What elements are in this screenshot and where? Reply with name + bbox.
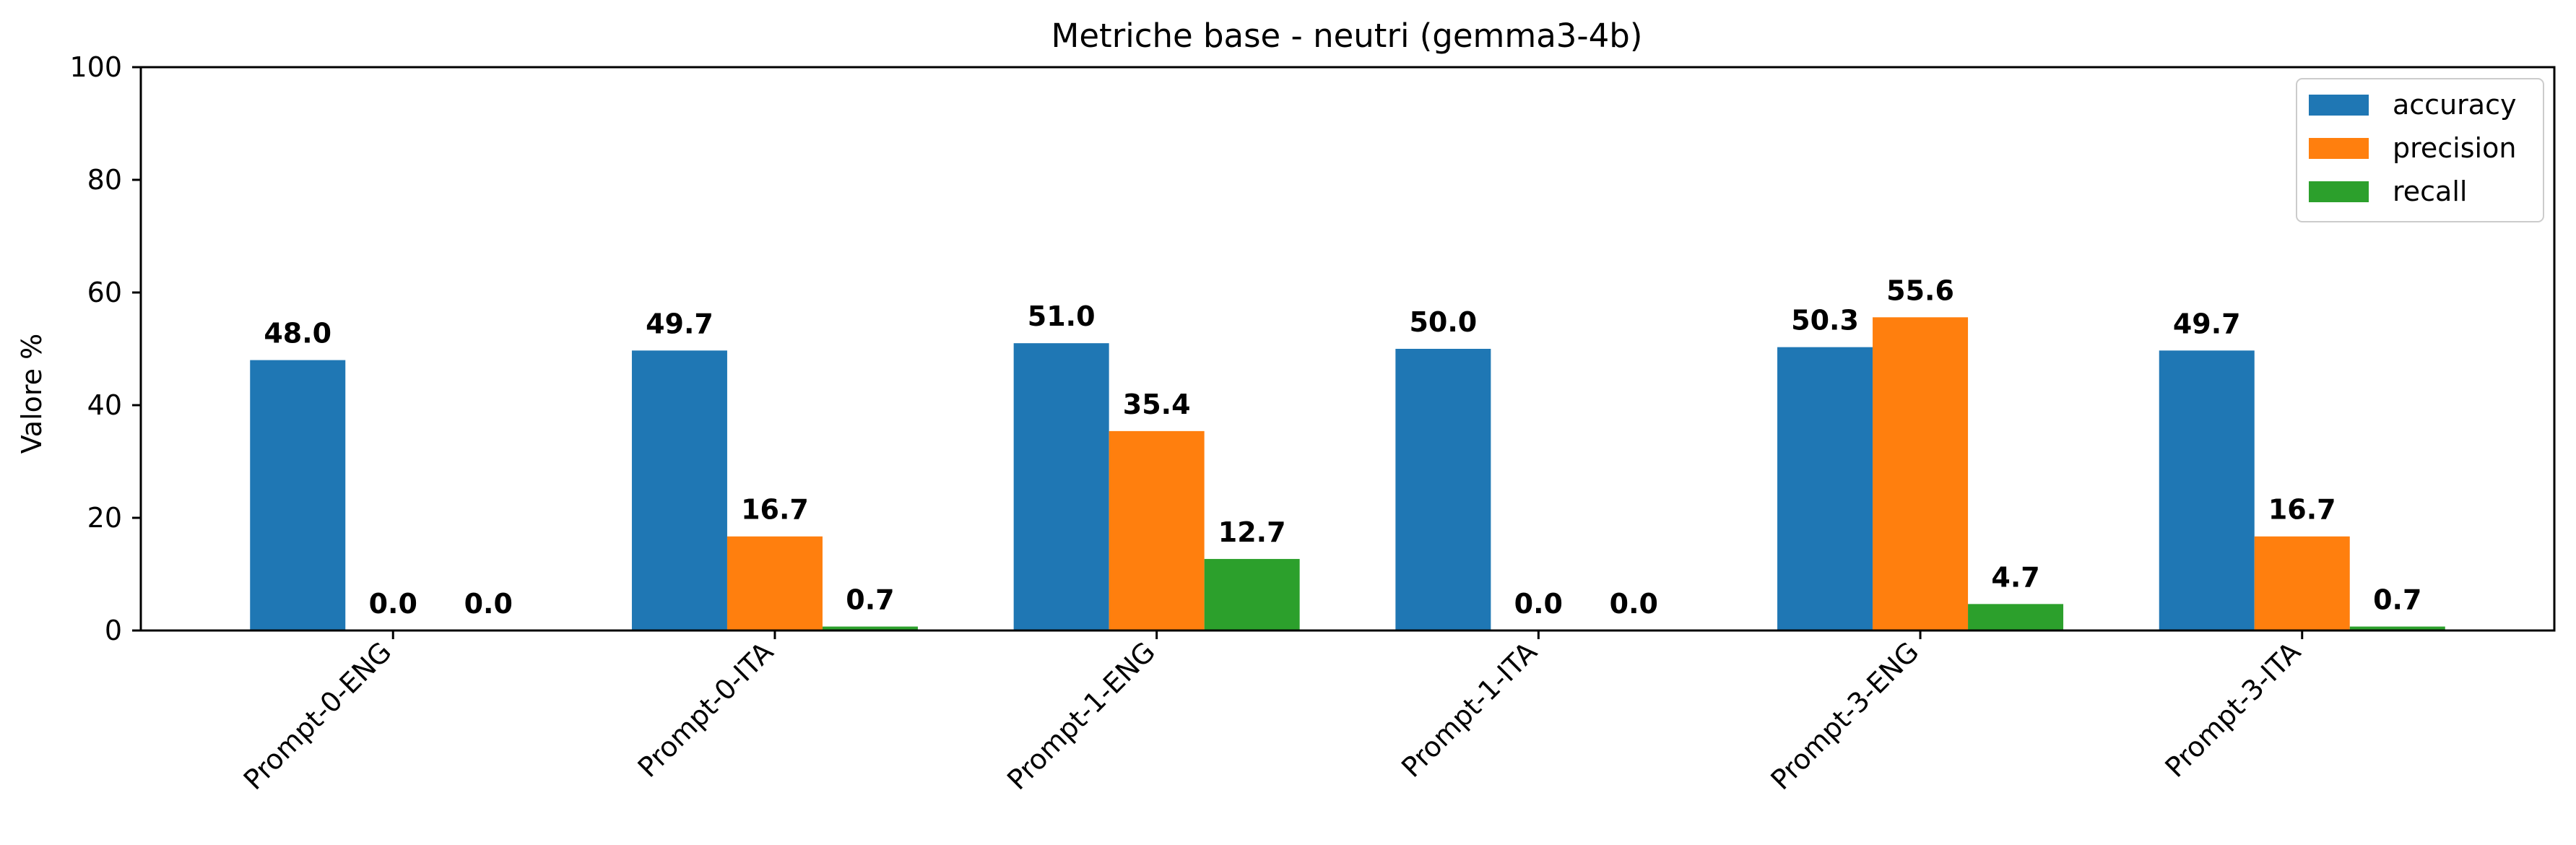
x-tick-label: Prompt-0-ITA bbox=[632, 636, 780, 784]
data-label: 16.7 bbox=[741, 494, 809, 526]
legend-swatch-recall bbox=[2309, 181, 2369, 202]
data-label: 51.0 bbox=[1028, 300, 1096, 332]
legend-label-accuracy: accuracy bbox=[2393, 89, 2516, 121]
bar-accuracy bbox=[1395, 349, 1491, 630]
bar-accuracy bbox=[1013, 343, 1109, 630]
chart-title: Metriche base - neutri (gemma3-4b) bbox=[1051, 17, 1643, 55]
x-tick-label: Prompt-3-ENG bbox=[1765, 636, 1925, 796]
plot-frame bbox=[139, 66, 2556, 632]
data-label: 0.7 bbox=[2373, 584, 2421, 616]
data-label: 12.7 bbox=[1218, 516, 1286, 548]
bar-precision bbox=[1873, 317, 1969, 630]
data-label: 0.0 bbox=[369, 588, 417, 620]
data-label: 0.0 bbox=[1610, 588, 1658, 620]
plot-area: 0 20 40 60 80 100 48.0 0.0 0.0 Prompt-0-ENG 49.7 16… bbox=[69, 51, 2445, 796]
data-label: 48.0 bbox=[264, 318, 331, 350]
x-tick-label: Prompt-1-ITA bbox=[1395, 636, 1543, 784]
data-label: 50.0 bbox=[1409, 306, 1477, 338]
legend-label-precision: precision bbox=[2393, 132, 2516, 164]
y-axis-label: Valore % bbox=[16, 334, 48, 454]
legend: accuracy precision recall bbox=[2296, 78, 2544, 222]
y-tick-label: 40 bbox=[87, 389, 122, 421]
y-tick-label: 60 bbox=[87, 277, 122, 308]
bar-accuracy bbox=[2159, 350, 2255, 630]
y-tick-label: 80 bbox=[87, 164, 122, 196]
bar-precision bbox=[727, 536, 823, 630]
legend-swatch-accuracy bbox=[2309, 95, 2369, 116]
legend-swatch-precision bbox=[2309, 138, 2369, 159]
data-label: 4.7 bbox=[1991, 561, 2039, 593]
bar-accuracy bbox=[631, 350, 727, 630]
data-label: 55.6 bbox=[1886, 274, 1954, 306]
data-label: 49.7 bbox=[646, 308, 714, 339]
data-label: 35.4 bbox=[1123, 389, 1191, 420]
x-tick-label: Prompt-1-ENG bbox=[1001, 636, 1161, 796]
data-label: 0.0 bbox=[1514, 588, 1563, 620]
data-label: 50.3 bbox=[1791, 305, 1859, 337]
data-label: 16.7 bbox=[2268, 494, 2336, 526]
y-tick-label: 100 bbox=[69, 51, 122, 83]
y-tick-label: 0 bbox=[105, 615, 122, 646]
data-label: 0.7 bbox=[846, 584, 894, 616]
bar-precision bbox=[2254, 536, 2350, 630]
bar-recall bbox=[822, 626, 918, 630]
x-tick-label: Prompt-3-ITA bbox=[2159, 636, 2307, 784]
bar-recall bbox=[1968, 604, 2064, 630]
bar-recall bbox=[1204, 558, 1300, 630]
legend-label-recall: recall bbox=[2393, 176, 2467, 207]
y-tick-label: 20 bbox=[87, 502, 122, 534]
data-label: 0.0 bbox=[464, 588, 513, 620]
bar-recall bbox=[2349, 626, 2445, 630]
bar-precision bbox=[1109, 430, 1205, 630]
x-tick-label: Prompt-0-ENG bbox=[238, 636, 398, 796]
data-label: 49.7 bbox=[2173, 308, 2241, 339]
bar-accuracy bbox=[1777, 347, 1873, 630]
bar-accuracy bbox=[250, 360, 346, 630]
